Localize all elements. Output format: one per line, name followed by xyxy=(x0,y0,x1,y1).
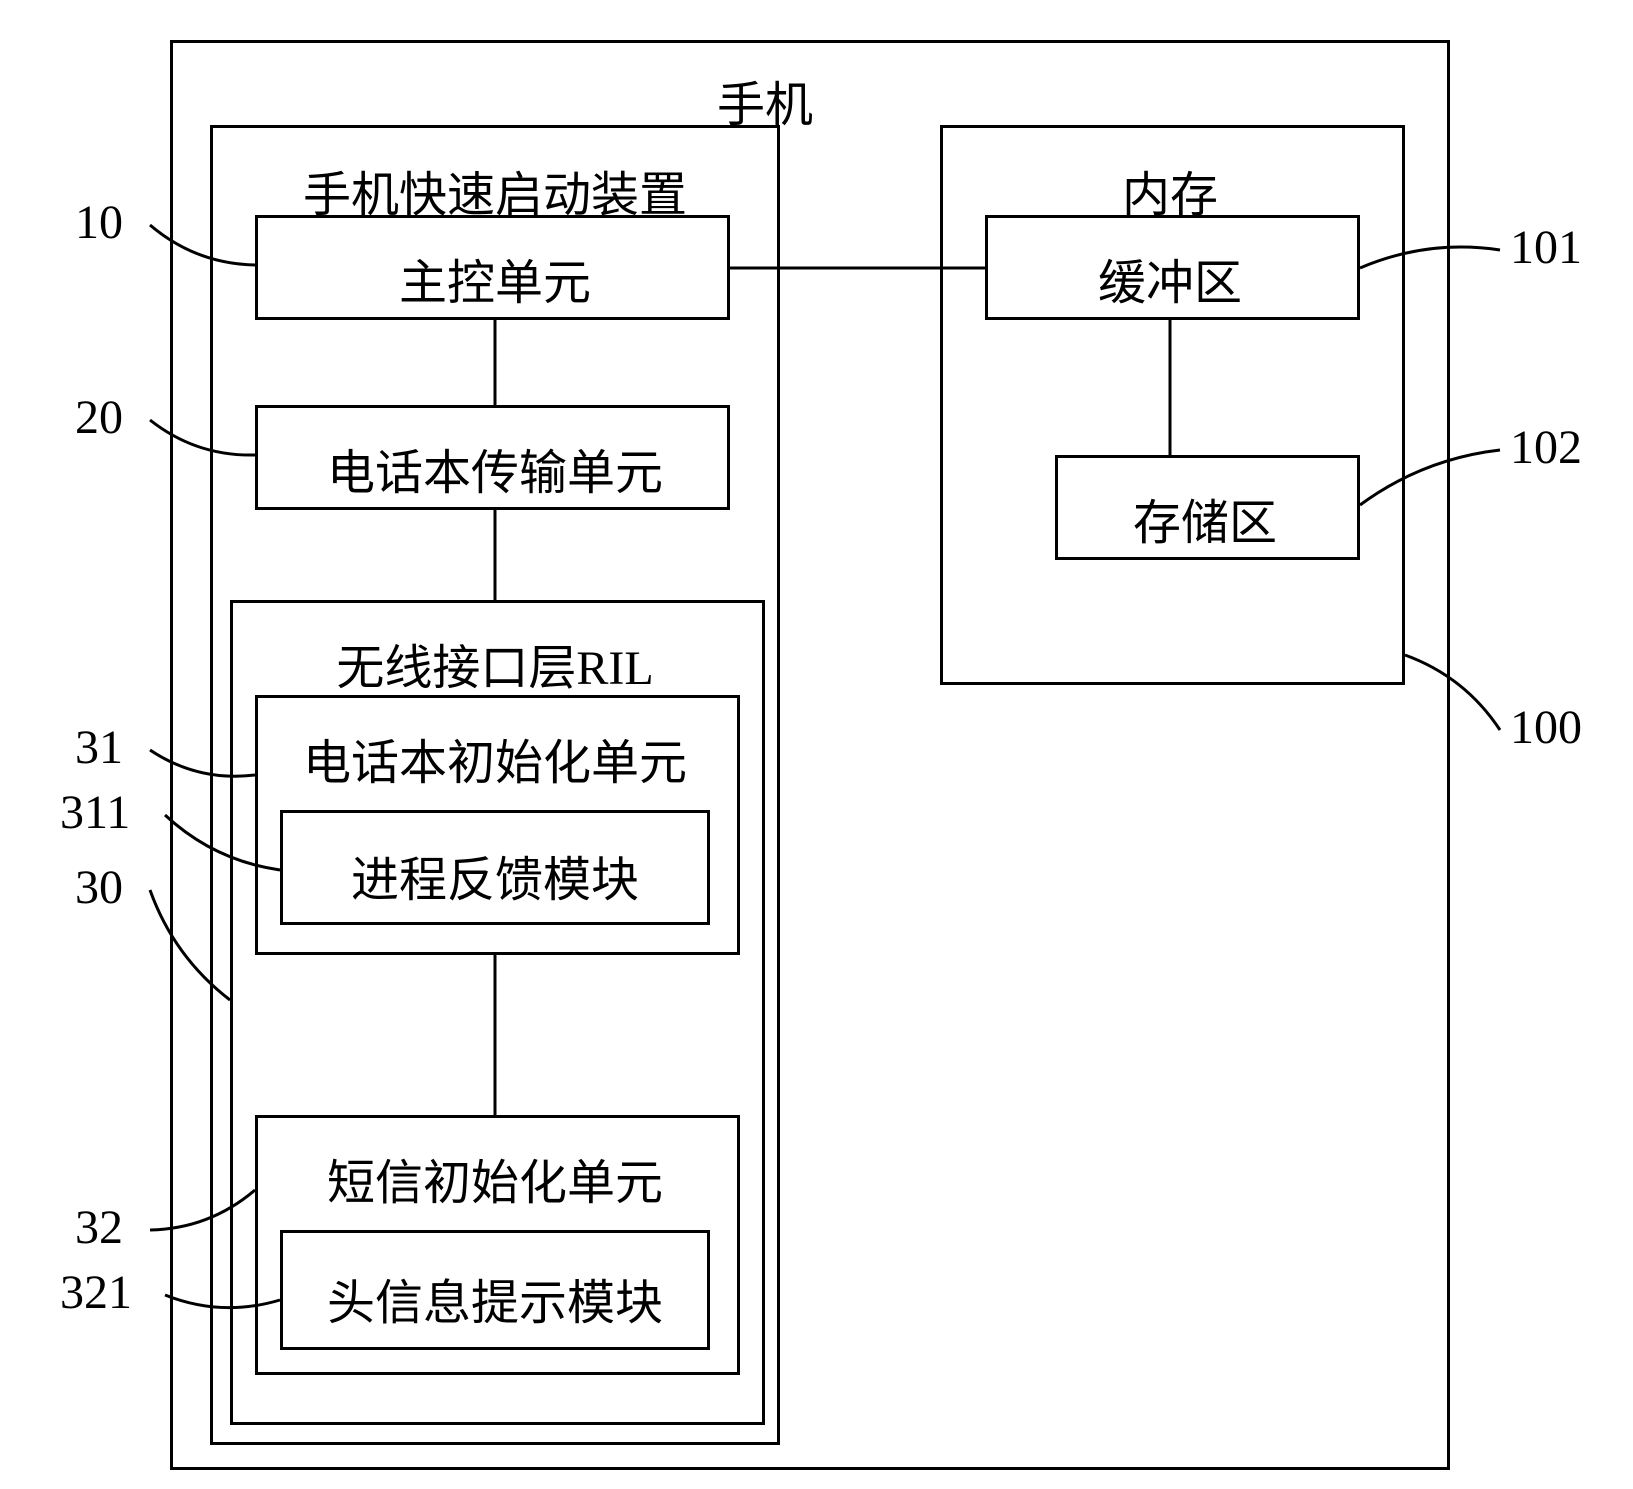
callout-31: 31 xyxy=(75,720,123,775)
callout-102: 102 xyxy=(1510,420,1582,475)
callout-311: 311 xyxy=(60,785,130,840)
callout-101: 101 xyxy=(1510,220,1582,275)
label-storage: 存储区 xyxy=(905,483,1505,553)
label-ril: 无线接口层RIL xyxy=(195,628,795,698)
label-process-feedback: 进程反馈模块 xyxy=(195,840,795,910)
diagram-root: 手机 手机快速启动装置 内存 主控单元 缓冲区 电话本传输单元 存储区 无线接口… xyxy=(0,0,1633,1489)
label-sms-init: 短信初始化单元 xyxy=(195,1143,795,1213)
label-header-info: 头信息提示模块 xyxy=(195,1263,795,1333)
callout-321: 321 xyxy=(60,1265,132,1320)
label-phonebook-transfer: 电话本传输单元 xyxy=(195,433,795,503)
label-main-control: 主控单元 xyxy=(195,243,795,313)
callout-30: 30 xyxy=(75,860,123,915)
callout-20: 20 xyxy=(75,390,123,445)
callout-10: 10 xyxy=(75,195,123,250)
label-buffer: 缓冲区 xyxy=(870,243,1470,313)
callout-100: 100 xyxy=(1510,700,1582,755)
label-phonebook-init: 电话本初始化单元 xyxy=(195,723,795,793)
callout-32: 32 xyxy=(75,1200,123,1255)
